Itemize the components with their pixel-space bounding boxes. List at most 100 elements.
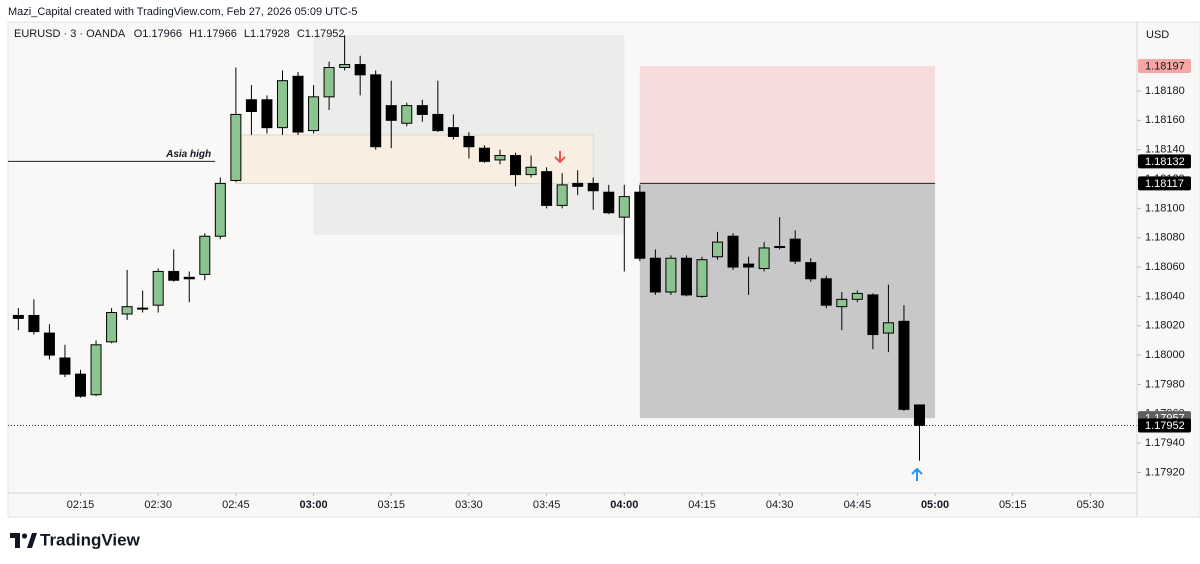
candle-body: [106, 312, 118, 343]
candle-body: [634, 191, 646, 259]
candle-body: [12, 314, 24, 319]
x-tick-label: 05:00: [921, 499, 949, 511]
candle-body: [370, 74, 382, 148]
candle-body: [743, 263, 755, 268]
candle-body: [183, 276, 195, 280]
candle-body: [59, 357, 71, 375]
candle-body: [261, 99, 273, 129]
candle-body: [152, 270, 164, 306]
y-tick-label: 1.18160: [1145, 114, 1185, 126]
candle-body: [696, 259, 708, 297]
candle-body: [292, 75, 304, 133]
price-tag: [1138, 176, 1191, 191]
ohlc-prefix: C: [297, 28, 305, 40]
stop-zone: [639, 66, 936, 184]
ohlc-prefix: L: [244, 28, 250, 40]
candle-body: [789, 238, 801, 262]
target-zone: [639, 183, 936, 419]
candle-body: [416, 105, 428, 115]
x-tick-label: 03:00: [299, 499, 327, 511]
candle-body: [618, 196, 630, 218]
ohlc-value: 1.17952: [305, 28, 345, 40]
price-tag-label: 1.18132: [1145, 156, 1185, 168]
header: Mazi_Capital created with TradingView.co…: [8, 6, 358, 18]
candle-body: [836, 298, 848, 308]
candle-body: [354, 64, 366, 76]
candle-body: [712, 241, 724, 258]
candle-body: [680, 257, 692, 296]
candle-body: [851, 292, 863, 300]
y-tick-label: 1.18080: [1145, 232, 1185, 244]
y-tick-label: 1.18000: [1145, 349, 1185, 361]
candle-body: [494, 155, 506, 161]
candle-body: [276, 80, 288, 129]
price-tag: [1138, 154, 1191, 169]
candle-body: [401, 105, 413, 124]
arrow-down: [554, 151, 566, 164]
y-tick-label: 1.18100: [1145, 202, 1185, 214]
candle-body: [541, 171, 553, 206]
candle-body: [898, 320, 910, 410]
candle-body: [478, 147, 490, 162]
candle-body: [463, 135, 475, 148]
y-tick-label: 1.17940: [1145, 437, 1185, 449]
candle-body: [882, 322, 894, 334]
arrow-up: [911, 467, 923, 481]
candle-body: [805, 262, 817, 280]
candle-body: [385, 105, 397, 121]
candle-body: [323, 66, 335, 98]
candle-body: [28, 314, 40, 333]
candle-body: [245, 99, 257, 113]
x-tick-label: 04:00: [610, 499, 638, 511]
price-tag-label: 1.18197: [1145, 60, 1185, 72]
candle-body: [587, 182, 599, 192]
candle-body: [432, 113, 444, 132]
candle-body: [199, 235, 211, 275]
logo-text: TradingView: [40, 530, 141, 549]
y-tick-label: 1.18020: [1145, 320, 1185, 332]
candle-body: [572, 182, 584, 187]
candle-body: [665, 257, 677, 293]
x-tick-label: 02:15: [67, 499, 95, 511]
x-tick-label: 05:30: [1077, 499, 1105, 511]
x-tick-label: 04:45: [844, 499, 872, 511]
candle-body: [230, 113, 242, 181]
x-tick-label: 03:30: [455, 499, 483, 511]
price-tag-label: 1.17952: [1145, 420, 1185, 432]
symbol-legend: EURUSD · 3 · OANDA O1.17966 H1.17966 L1.…: [14, 28, 345, 40]
y-tick-label: 1.18140: [1145, 144, 1185, 156]
candle-body: [137, 307, 149, 310]
x-tick-label: 03:45: [533, 499, 561, 511]
plot: Asia high: [8, 35, 1137, 461]
candle-body: [525, 166, 537, 176]
candle-body: [867, 294, 879, 336]
y-tick-label: 1.18180: [1145, 85, 1185, 97]
candle-body: [339, 64, 351, 68]
x-tick-label: 02:45: [222, 499, 250, 511]
ohlc-prefix: H: [189, 28, 197, 40]
candle-body: [727, 235, 739, 268]
ohlc-value: 1.17928: [250, 28, 290, 40]
price-tag-label: 1.18117: [1145, 178, 1184, 190]
candle-body: [913, 404, 925, 427]
currency: USD: [1146, 29, 1169, 41]
candle-body: [90, 344, 102, 396]
candle-body: [820, 278, 832, 306]
asia-box: [235, 134, 594, 184]
x-tick-label: 05:15: [999, 499, 1027, 511]
price-tag: [1138, 418, 1191, 433]
price-tag: [1138, 59, 1191, 74]
x-tick-label: 04:15: [688, 499, 716, 511]
ohlc-value: 1.17966: [142, 28, 182, 40]
symbol: EURUSD · 3 · OANDA: [14, 28, 126, 40]
x-tick-label: 03:15: [377, 499, 405, 511]
candle-body: [556, 184, 568, 206]
candle-body: [214, 182, 226, 237]
candle-body: [774, 245, 786, 248]
candle-body: [447, 127, 459, 137]
candle-body: [603, 191, 615, 214]
x-tick-label: 04:30: [766, 499, 794, 511]
ohlc-prefix: O: [134, 28, 143, 40]
candle-body: [308, 96, 320, 132]
